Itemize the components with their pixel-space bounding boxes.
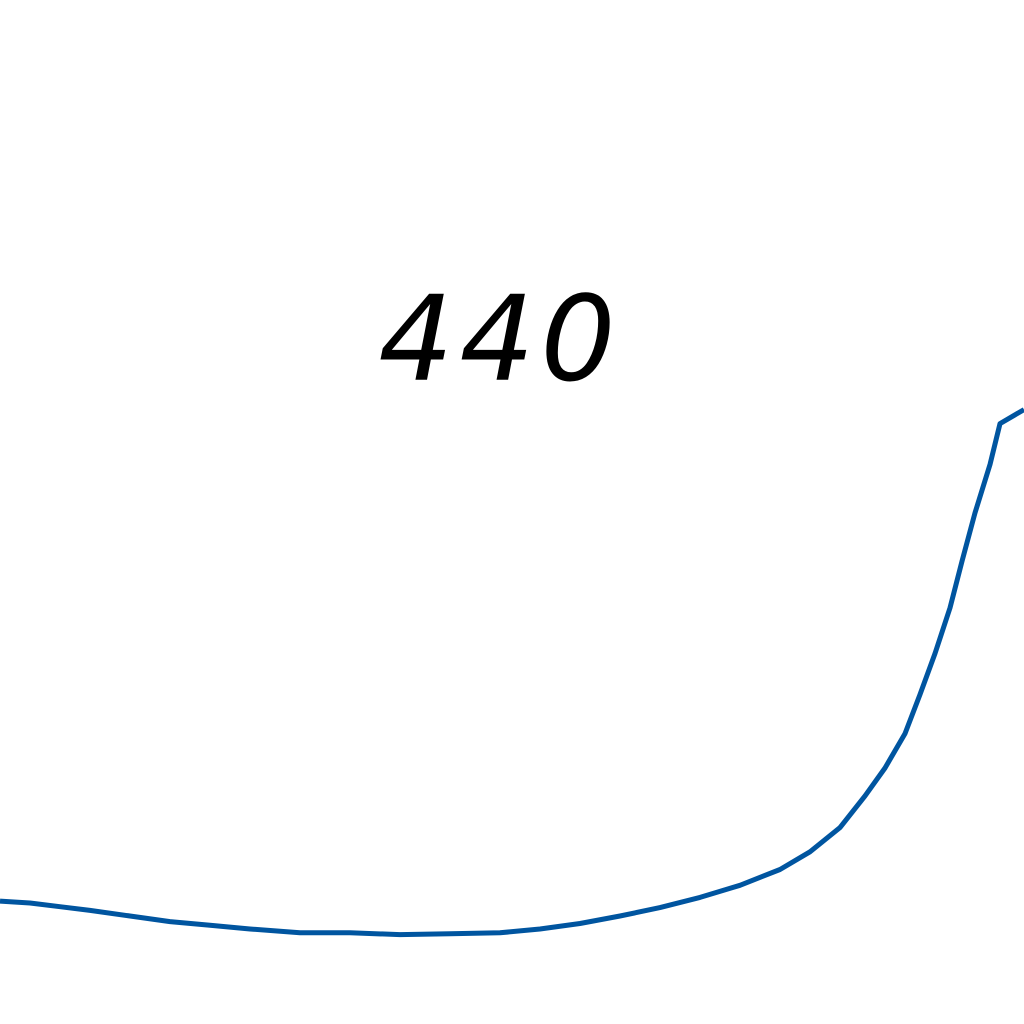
series-layer xyxy=(0,407,1024,938)
annotation-label: 440 xyxy=(378,270,621,408)
series-line-0 xyxy=(0,407,1024,938)
